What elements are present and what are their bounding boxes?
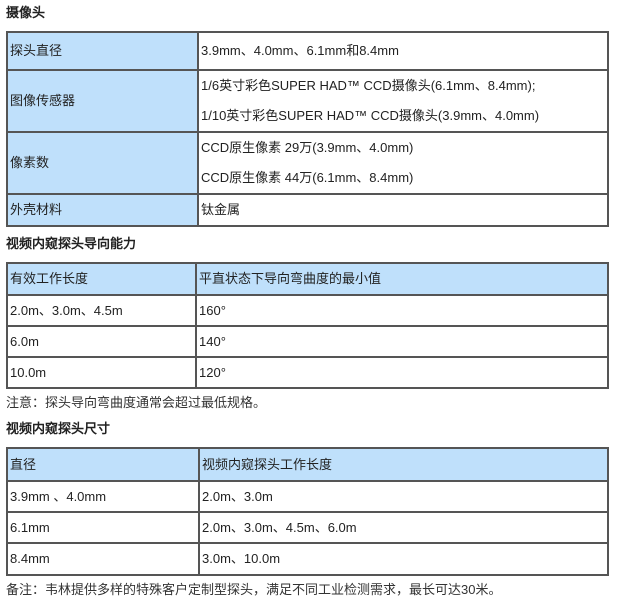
column-header: 有效工作长度 (6, 262, 197, 296)
cell: 10.0m (6, 356, 197, 389)
row-value: 3.9mm、4.0mm、6.1mm和8.4mm (197, 31, 609, 71)
value-line: CCD原生像素 44万(6.1mm、8.4mm) (201, 170, 414, 185)
row-label: 图像传感器 (6, 69, 199, 133)
table-row: 6.1mm 2.0m、3.0m、4.5m、6.0m (6, 511, 609, 544)
cell: 6.0m (6, 325, 197, 358)
camera-table: 探头直径 3.9mm、4.0mm、6.1mm和8.4mm 图像传感器 1/6英寸彩色… (6, 31, 609, 227)
table-row: 10.0m 120° (6, 356, 609, 389)
table-row: 探头直径 3.9mm、4.0mm、6.1mm和8.4mm (6, 31, 609, 71)
row-value: 1/6英寸彩色SUPER HAD™ CCD摄像头(6.1mm、8.4mm); 1/… (197, 69, 609, 133)
cell: 3.0m、10.0m (198, 542, 609, 576)
spacer (6, 227, 609, 235)
table-row: 6.0m 140° (6, 325, 609, 358)
column-header: 平直状态下导向弯曲度的最小值 (195, 262, 609, 296)
value-line: CCD原生像素 29万(3.9mm、4.0mm) (201, 140, 414, 155)
row-label: 探头直径 (6, 31, 199, 71)
row-value: 钛金属 (197, 193, 609, 227)
header-row: 有效工作长度 平直状态下导向弯曲度的最小值 (6, 262, 609, 296)
cell: 2.0m、3.0m (198, 480, 609, 513)
column-header: 直径 (6, 447, 200, 482)
cell: 2.0m、3.0m、4.5m、6.0m (198, 511, 609, 544)
cell: 3.9mm 、4.0mm (6, 480, 200, 513)
sizes-heading: 视频内窥探头尺寸 (6, 421, 111, 436)
table-row: 2.0m、3.0m、4.5m 160° (6, 294, 609, 327)
articulation-heading: 视频内窥探头导向能力 (6, 236, 137, 251)
cell: 2.0m、3.0m、4.5m (6, 294, 197, 327)
table-row: 外壳材料 钛金属 (6, 193, 609, 227)
sizes-table: 直径 视频内窥探头工作长度 3.9mm 、4.0mm 2.0m、3.0m 6.1mm… (6, 447, 609, 576)
value-line: 1/6英寸彩色SUPER HAD™ CCD摄像头(6.1mm、8.4mm); (201, 78, 536, 93)
cell: 8.4mm (6, 542, 200, 576)
cell: 160° (195, 294, 609, 327)
cell: 140° (195, 325, 609, 358)
header-row: 直径 视频内窥探头工作长度 (6, 447, 609, 482)
table-row: 3.9mm 、4.0mm 2.0m、3.0m (6, 480, 609, 513)
row-label: 像素数 (6, 131, 199, 195)
cell: 6.1mm (6, 511, 200, 544)
value-line: 1/10英寸彩色SUPER HAD™ CCD摄像头(3.9mm、4.0mm) (201, 108, 540, 123)
table-row: 像素数 CCD原生像素 29万(3.9mm、4.0mm) CCD原生像素 44万(6… (6, 131, 609, 195)
table-row: 图像传感器 1/6英寸彩色SUPER HAD™ CCD摄像头(6.1mm、8.4m… (6, 69, 609, 133)
table-row: 8.4mm 3.0m、10.0m (6, 542, 609, 576)
row-label: 外壳材料 (6, 193, 199, 227)
row-value: CCD原生像素 29万(3.9mm、4.0mm) CCD原生像素 44万(6.1m… (197, 131, 609, 195)
articulation-note: 注意：探头导向弯曲度通常会超过最低规格。 (6, 395, 267, 410)
column-header: 视频内窥探头工作长度 (198, 447, 609, 482)
camera-heading: 摄像头 (6, 5, 46, 20)
cell: 120° (195, 356, 609, 389)
sizes-note: 备注：韦林提供多样的特殊客户定制型探头，满足不同工业检测需求，最长可达30米。 (6, 582, 502, 597)
articulation-table: 有效工作长度 平直状态下导向弯曲度的最小值 2.0m、3.0m、4.5m 160° … (6, 262, 609, 389)
